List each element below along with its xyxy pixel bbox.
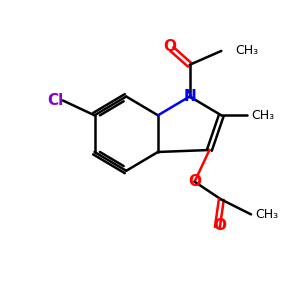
Text: O: O: [188, 174, 201, 189]
Text: Cl: Cl: [47, 93, 63, 108]
Text: CH₃: CH₃: [251, 109, 274, 122]
Text: O: O: [163, 40, 176, 55]
Text: CH₃: CH₃: [235, 44, 258, 57]
Text: N: N: [183, 89, 196, 104]
Text: CH₃: CH₃: [255, 208, 278, 221]
Text: O: O: [213, 218, 226, 233]
